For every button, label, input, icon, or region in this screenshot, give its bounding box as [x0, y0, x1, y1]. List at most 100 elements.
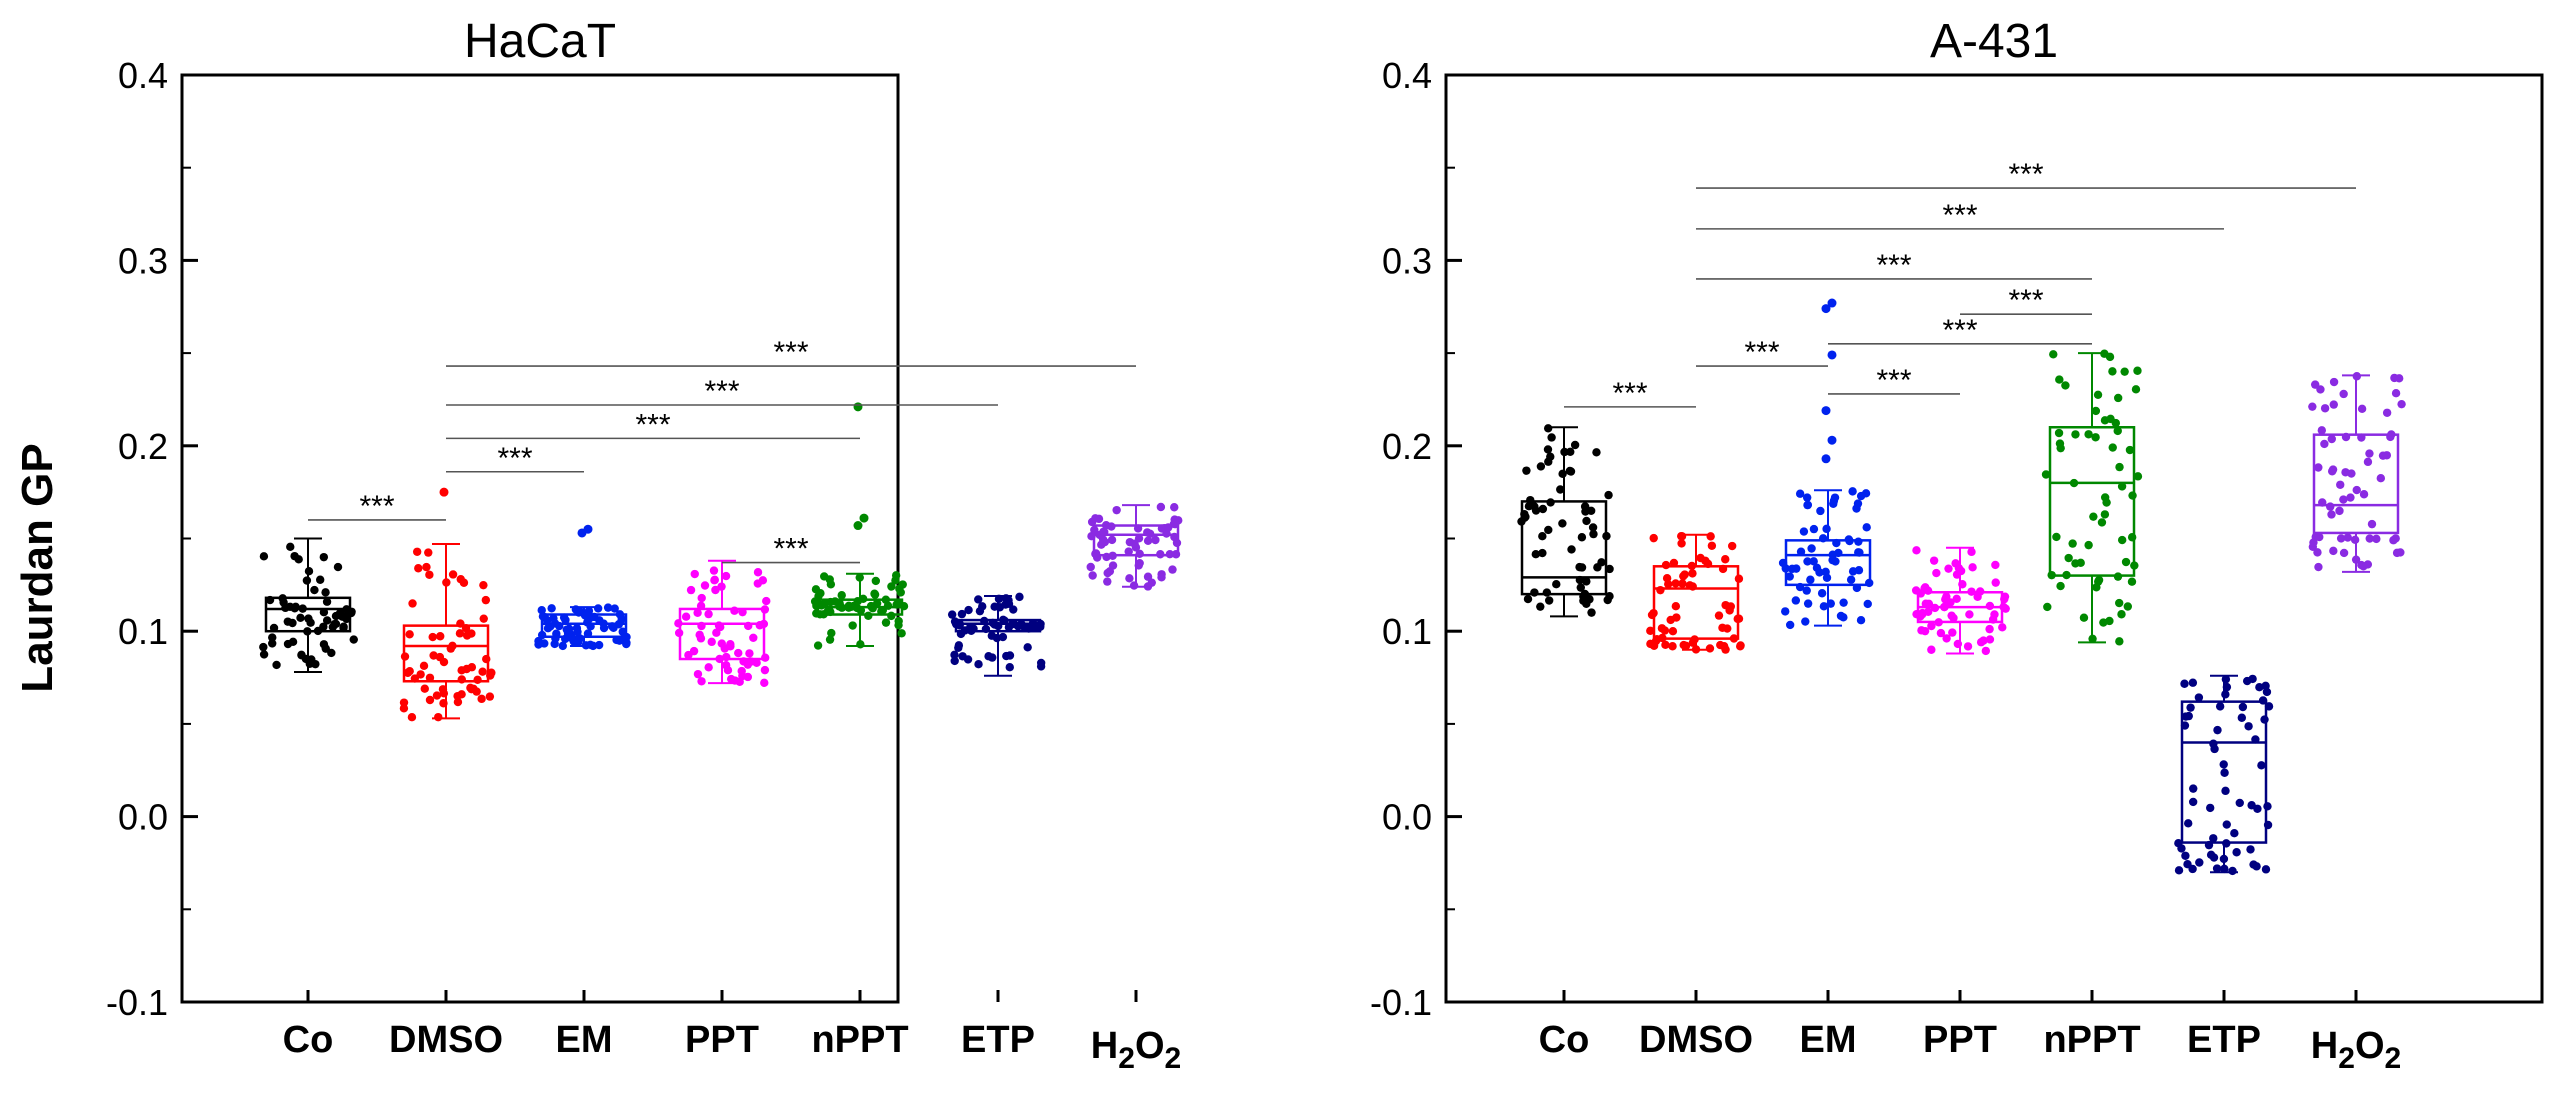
data-point [2128, 491, 2137, 500]
data-point [2352, 372, 2362, 381]
data-point [1164, 523, 1173, 532]
data-point [283, 639, 293, 649]
data-point [478, 667, 487, 676]
data-point [1929, 556, 1939, 565]
data-point [1733, 614, 1742, 624]
data-point [1705, 644, 1715, 653]
data-point [2079, 613, 2089, 622]
data-point [1657, 624, 1667, 633]
data-point [1785, 620, 1795, 630]
data-point [1934, 618, 1943, 627]
data-point [2205, 803, 2215, 813]
significance-label: *** [773, 533, 808, 566]
data-point [1831, 557, 1840, 566]
significance-label: *** [773, 336, 808, 369]
data-point [1134, 561, 1143, 570]
data-point [1586, 506, 1596, 516]
data-point [1716, 640, 1725, 650]
data-point [1605, 592, 1614, 601]
data-point [2336, 534, 2346, 543]
data-point [2131, 385, 2141, 394]
data-point [1991, 560, 2000, 570]
data-point [752, 658, 761, 668]
data-point [574, 608, 583, 617]
data-point [2115, 637, 2124, 646]
data-point [2309, 538, 2318, 547]
y-tick-label: 0.1 [118, 611, 168, 652]
data-point [2117, 610, 2126, 619]
data-point [2314, 562, 2323, 572]
data-point [1671, 579, 1680, 588]
data-point [2339, 495, 2348, 504]
data-point [315, 575, 325, 584]
data-point [2257, 761, 2266, 770]
data-point [2220, 864, 2229, 874]
data-point [950, 656, 959, 666]
data-point [981, 624, 991, 634]
significance-label: *** [1942, 199, 1977, 232]
data-point [2120, 367, 2129, 376]
data-point [268, 639, 277, 648]
data-point [286, 542, 295, 552]
data-point [593, 604, 603, 613]
data-point [1921, 599, 1931, 608]
data-point [730, 606, 739, 615]
data-point [2088, 634, 2097, 643]
data-point [1577, 533, 1587, 542]
data-point [1130, 539, 1139, 548]
significance-label: *** [2008, 284, 2043, 317]
significance-label: *** [1942, 314, 1977, 347]
data-point [856, 640, 865, 649]
data-point [2062, 570, 2071, 580]
data-point [1588, 523, 1598, 532]
data-point [425, 570, 434, 579]
data-point [306, 618, 315, 627]
data-point [2195, 858, 2204, 867]
data-point [1649, 608, 1658, 618]
data-point [2339, 548, 2349, 558]
data-point [1536, 602, 1545, 611]
data-point [870, 589, 879, 598]
data-point [1168, 565, 1177, 574]
data-point [2121, 557, 2131, 567]
data-point [1542, 588, 1552, 597]
box-ppt [1911, 546, 2010, 656]
data-point [1646, 626, 1655, 635]
data-point [2097, 518, 2107, 527]
data-point [2108, 443, 2117, 452]
data-point [2068, 539, 2077, 548]
data-point [2084, 540, 2093, 550]
data-point [2204, 840, 2214, 850]
data-point [2346, 493, 2355, 502]
data-point [422, 562, 431, 572]
data-point [2099, 618, 2108, 627]
data-point [826, 580, 836, 589]
box-iqr [2048, 426, 2136, 577]
data-point [1985, 635, 1995, 644]
data-point [2249, 860, 2258, 869]
data-point [259, 552, 269, 561]
data-point [1727, 541, 1737, 551]
data-point [481, 595, 491, 605]
data-point [347, 607, 356, 616]
y-tick-label: 0.0 [118, 797, 168, 838]
data-point [2174, 866, 2184, 875]
data-point [1912, 546, 1921, 555]
data-point [485, 692, 495, 701]
data-point [2055, 439, 2065, 448]
data-point [753, 579, 763, 588]
data-point [1854, 537, 1863, 546]
data-point [695, 630, 704, 640]
data-point [1582, 516, 1591, 526]
data-point [1036, 622, 1045, 631]
data-point [2222, 682, 2232, 692]
data-point [2091, 433, 2100, 442]
data-point [603, 603, 613, 612]
data-point [2047, 570, 2056, 580]
data-point [1171, 550, 1181, 559]
data-point [1000, 616, 1009, 625]
data-point [479, 580, 488, 590]
data-point [2317, 426, 2327, 435]
data-point [349, 635, 358, 644]
data-point [1795, 489, 1805, 498]
